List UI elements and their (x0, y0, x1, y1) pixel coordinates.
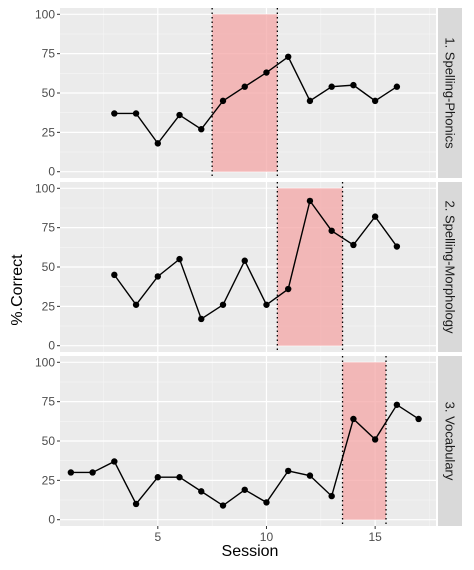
y-tick-label: 25 (42, 299, 56, 313)
data-point (241, 257, 248, 264)
data-point (285, 467, 292, 475)
data-point (285, 285, 292, 293)
x-axis-title: Session (222, 543, 279, 560)
data-point (111, 110, 118, 117)
x-tick-label: 5 (154, 530, 161, 544)
y-tick-label: 100 (35, 7, 55, 21)
data-point (219, 97, 227, 105)
y-tick-label: 100 (35, 181, 55, 195)
data-point (371, 97, 379, 105)
data-point (328, 492, 335, 500)
y-axis-title: %.Correct (9, 254, 26, 326)
data-point (67, 469, 75, 476)
data-point (89, 469, 96, 476)
y-tick-label: 0 (48, 339, 55, 353)
panel-2: 0 25 50 75 100 2. Spelling-Morphology (35, 181, 462, 353)
data-point (350, 81, 357, 89)
data-point (132, 301, 140, 308)
data-point (306, 472, 314, 479)
facet-strip-label: 1. Spelling-Phonics (443, 37, 458, 149)
data-point (415, 415, 422, 423)
data-point (241, 486, 248, 493)
data-point (328, 227, 335, 234)
y-tick-label: 75 (42, 395, 56, 409)
data-point (132, 110, 140, 117)
data-point (132, 500, 140, 508)
data-point (198, 126, 205, 133)
x-tick-label: 10 (260, 530, 274, 544)
data-point (328, 83, 335, 90)
data-point (176, 255, 183, 263)
data-point (154, 273, 162, 280)
data-point (263, 301, 270, 308)
y-tick-label: 0 (48, 165, 55, 179)
data-point (350, 241, 357, 249)
data-point (306, 197, 314, 205)
data-point (111, 458, 118, 465)
y-tick-label: 50 (42, 260, 56, 274)
data-point (306, 97, 314, 105)
data-point (263, 69, 270, 76)
y-tick-label: 50 (42, 434, 56, 448)
intervention-shading (277, 188, 343, 346)
data-point (285, 53, 292, 60)
intervention-shading (212, 14, 278, 172)
data-point (198, 488, 205, 495)
data-point (176, 111, 183, 119)
y-tick-label: 75 (42, 221, 56, 235)
facet-strip (438, 8, 462, 178)
data-point (198, 315, 205, 323)
y-tick-label: 25 (42, 125, 56, 139)
data-point (263, 499, 270, 506)
series-line (113, 199, 398, 321)
data-point (154, 140, 162, 147)
panel-3: 0 25 50 75 100 3. Vocabulary 5 10 15 (35, 355, 462, 544)
data-point (350, 415, 357, 423)
data-point (393, 243, 401, 250)
data-point (393, 83, 401, 90)
x-tick-label: 15 (368, 530, 382, 544)
facet-strip (438, 182, 462, 352)
data-point (219, 502, 227, 509)
y-tick-label: 75 (42, 47, 56, 61)
data-point (219, 301, 227, 308)
data-point (154, 474, 162, 481)
data-point (111, 271, 118, 279)
y-tick-label: 25 (42, 473, 56, 487)
data-point (371, 436, 379, 443)
y-tick-label: 100 (35, 355, 55, 369)
y-tick-label: 0 (48, 513, 55, 527)
panel-1: 0 25 50 75 100 1. Spelling-Phonics (35, 7, 462, 179)
facet-strip-label: 3. Vocabulary (443, 402, 458, 481)
facet-strip-label: 2. Spelling-Morphology (443, 201, 458, 334)
data-point (176, 474, 183, 481)
y-tick-label: 50 (42, 86, 56, 100)
data-point (371, 213, 379, 220)
data-point (393, 401, 401, 408)
intervention-shading (342, 362, 387, 520)
series-line (114, 55, 398, 145)
facet-strip (438, 356, 462, 526)
data-point (241, 83, 248, 90)
